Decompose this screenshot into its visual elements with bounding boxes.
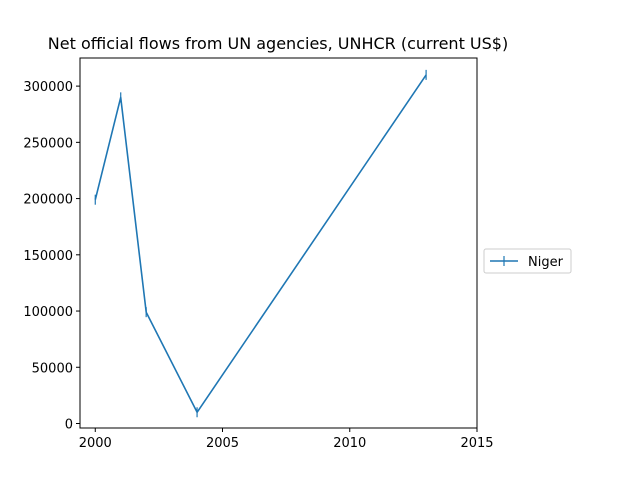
legend-box: [483, 248, 572, 274]
y-tick-label: 100000: [23, 305, 73, 320]
y-tick-label: 250000: [23, 136, 73, 151]
legend[interactable]: Niger: [483, 248, 572, 274]
y-axis: 0 50000 100000 150000 200000 250000 300000: [23, 80, 80, 433]
plot-frame: [79, 57, 478, 429]
x-tick-label: 2010: [333, 436, 366, 451]
y-tick-label: 200000: [23, 193, 73, 208]
y-tick-label: 50000: [32, 361, 73, 376]
x-tick-label: 2005: [206, 436, 239, 451]
y-tick-label: 0: [65, 418, 73, 433]
x-tick-label: 2015: [460, 436, 493, 451]
x-axis: 2000 2005 2010 2015: [79, 428, 494, 451]
x-tick-label: 2000: [79, 436, 112, 451]
series-layer: [94, 69, 427, 418]
y-tick-label: 300000: [23, 80, 73, 95]
plot-area: [79, 57, 478, 429]
chart-title: Net official flows from UN agencies, UNH…: [48, 34, 508, 53]
legend-label: Niger: [528, 255, 564, 270]
y-tick-label: 150000: [23, 249, 73, 264]
